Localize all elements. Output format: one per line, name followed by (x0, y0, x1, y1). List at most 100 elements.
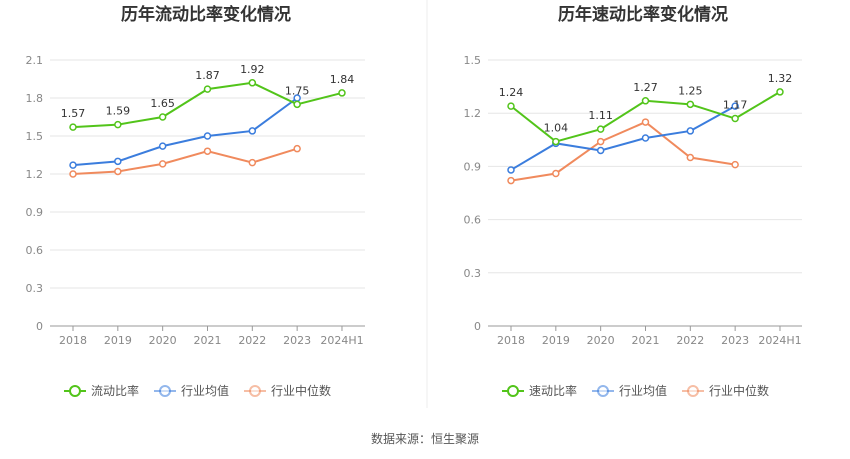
legend-label: 行业均值 (181, 383, 229, 398)
y-tick-label: 0.6 (26, 244, 44, 257)
y-tick-label: 1.5 (26, 130, 44, 143)
data-point (596, 146, 605, 155)
legend-label: 行业中位数 (271, 383, 331, 398)
x-tick-label: 2018 (497, 334, 525, 347)
data-point (248, 127, 257, 135)
series-line-2 (72, 147, 298, 175)
data-point (731, 114, 739, 123)
data-label: 1.25 (678, 84, 703, 97)
legend-marker (507, 385, 519, 397)
data-point (731, 102, 739, 110)
legend-marker (687, 385, 699, 397)
data-point (338, 89, 346, 97)
data-point (114, 120, 122, 129)
data-point (686, 127, 695, 135)
data-point (596, 137, 605, 146)
legend-label: 行业中位数 (709, 383, 769, 398)
y-tick-label: 1.2 (26, 168, 44, 181)
legend-label: 速动比率 (529, 383, 577, 398)
legend-item: 行业均值 (592, 383, 667, 398)
x-tick-label: 2021 (193, 334, 221, 347)
chart-title: 历年流动比率变化情况 (121, 4, 291, 25)
x-tick-label: 2022 (238, 334, 266, 347)
data-point (114, 157, 122, 166)
data-point (158, 160, 167, 168)
legend-marker (597, 385, 609, 397)
data-point (507, 176, 515, 185)
data-point (203, 85, 212, 93)
series-line-2 (510, 120, 736, 182)
y-tick-label: 0 (474, 320, 481, 333)
legend-label: 流动比率 (91, 383, 139, 398)
x-tick-label: 2018 (59, 334, 87, 347)
legend-marker (159, 385, 171, 397)
quick-ratio-chart: 历年速动比率变化情况 0 0.3 0.6 0.9 1.2 1.5 2018 2019 2020 2… (464, 4, 802, 398)
legend-marker (69, 385, 81, 397)
data-point (641, 134, 650, 142)
data-label: 1.92 (240, 63, 265, 76)
data-point (69, 123, 77, 131)
data-point (293, 100, 301, 109)
data-point (641, 118, 650, 126)
data-point (552, 169, 560, 178)
legend-item: 速动比率 (502, 383, 577, 398)
data-point (69, 170, 77, 178)
x-tick-label: 2024H1 (758, 334, 801, 347)
y-tick-label: 1.5 (464, 54, 482, 67)
x-tick-label: 2019 (542, 334, 570, 347)
x-tick-label: 2021 (631, 334, 659, 347)
x-tick-label: 2022 (676, 334, 704, 347)
data-label: 1.65 (150, 97, 175, 110)
data-point (507, 166, 515, 174)
legend-item: 流动比率 (64, 383, 139, 398)
data-point (248, 158, 257, 167)
y-tick-label: 0.6 (464, 214, 482, 227)
data-label: 1.75 (285, 84, 310, 97)
x-tick-label: 2020 (587, 334, 615, 347)
x-tick-label: 2020 (149, 334, 177, 347)
data-point (114, 167, 122, 176)
data-point (731, 160, 739, 169)
y-tick-label: 0.9 (26, 206, 44, 219)
chart-title: 历年速动比率变化情况 (558, 4, 728, 25)
series-line-1 (72, 97, 298, 167)
data-label: 1.24 (499, 86, 524, 99)
data-label: 1.32 (768, 72, 793, 85)
data-point (596, 125, 605, 133)
data-point (293, 144, 301, 153)
data-point (158, 113, 167, 121)
data-label: 1.04 (544, 122, 569, 135)
data-point (69, 161, 77, 169)
x-tick-label: 2023 (721, 334, 749, 347)
y-tick-label: 1.2 (464, 107, 482, 120)
data-point (641, 97, 650, 105)
y-tick-label: 0.9 (464, 160, 482, 173)
x-tick-label: 2023 (283, 334, 311, 347)
legend-label: 行业均值 (619, 383, 667, 398)
data-point (776, 88, 784, 96)
legend-item: 行业中位数 (682, 383, 769, 398)
y-tick-label: 0.3 (26, 282, 44, 295)
data-point (686, 153, 695, 162)
y-tick-label: 0.3 (464, 267, 482, 280)
legend-marker (249, 385, 261, 397)
data-point (248, 79, 257, 87)
data-label: 1.84 (330, 73, 355, 86)
data-label: 1.27 (633, 81, 658, 94)
y-tick-label: 2.1 (26, 54, 44, 67)
current-ratio-chart: 历年流动比率变化情况 0 0.3 0.6 0.9 1.2 1.5 1.8 2.1 2018 201… (26, 4, 365, 398)
x-tick-label: 2024H1 (320, 334, 363, 347)
series-line-1 (510, 105, 736, 171)
data-label: 1.57 (61, 107, 86, 120)
data-point (686, 100, 695, 109)
data-point (552, 137, 560, 146)
data-source-note: 数据来源：恒生聚源 (370, 432, 479, 446)
data-label: 1.59 (106, 105, 131, 118)
data-label: 1.17 (723, 99, 748, 112)
data-point (507, 102, 515, 110)
y-tick-label: 1.8 (26, 92, 44, 105)
data-label: 1.11 (588, 109, 613, 122)
data-label: 1.87 (195, 69, 220, 82)
data-point (158, 142, 167, 150)
